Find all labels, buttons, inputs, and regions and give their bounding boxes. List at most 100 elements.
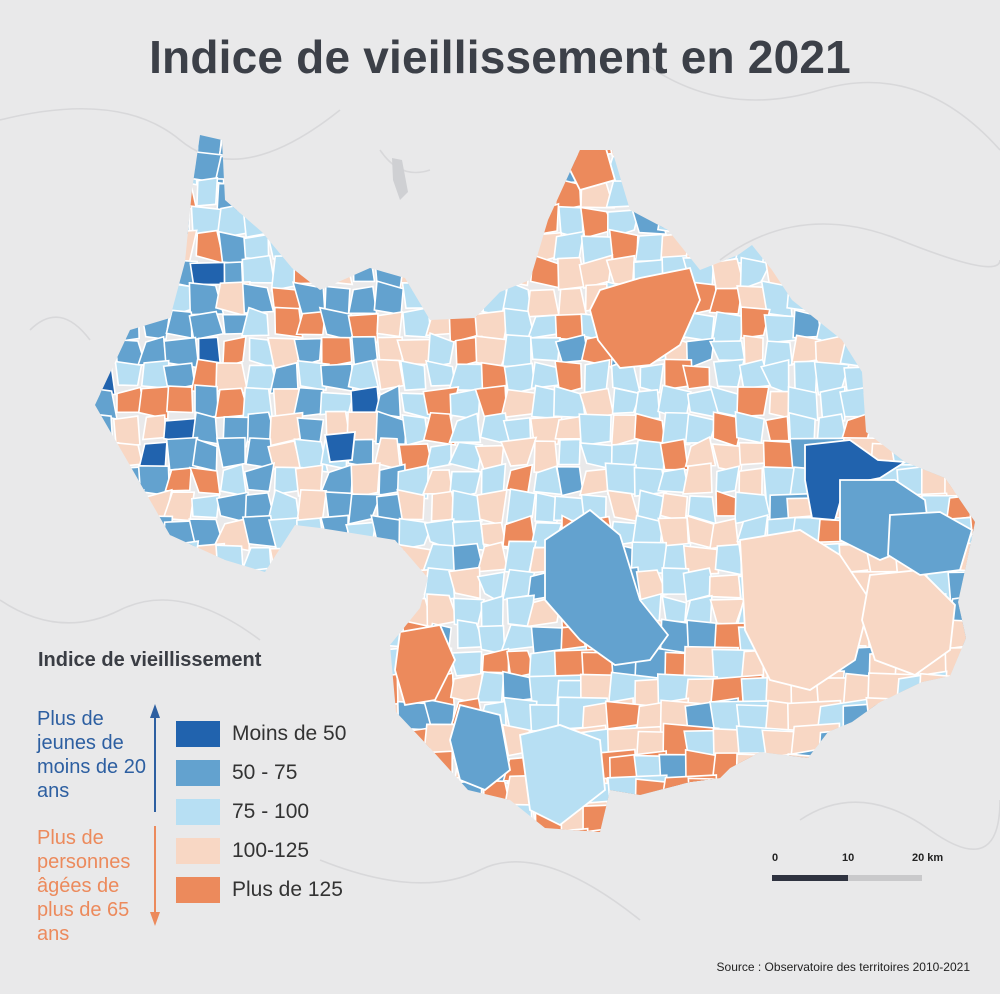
commune — [476, 135, 509, 156]
commune — [344, 206, 379, 233]
commune — [449, 262, 483, 290]
commune — [630, 151, 664, 187]
commune — [945, 233, 973, 265]
commune — [374, 703, 402, 734]
commune — [659, 438, 689, 471]
commune — [973, 312, 975, 340]
commune — [189, 677, 224, 704]
commune — [869, 780, 926, 832]
commune — [632, 439, 666, 472]
commune — [423, 750, 454, 782]
commune — [399, 359, 427, 392]
commune — [891, 181, 921, 214]
commune — [710, 779, 765, 830]
commune — [429, 830, 458, 832]
commune — [218, 135, 243, 159]
scale-label-20: 20 km — [912, 852, 944, 864]
commune — [503, 803, 533, 832]
commune — [944, 441, 975, 493]
relief-background — [0, 59, 1000, 921]
commune — [916, 704, 975, 757]
commune — [815, 135, 848, 161]
commune — [841, 307, 874, 341]
legend-swatch — [176, 720, 220, 747]
commune — [840, 175, 873, 214]
commune — [659, 153, 692, 187]
commune — [499, 436, 538, 467]
commune — [137, 229, 173, 266]
commune — [346, 647, 378, 678]
commune — [95, 284, 117, 316]
commune — [297, 204, 324, 237]
commune — [708, 287, 744, 315]
commune — [400, 151, 430, 186]
commune — [95, 135, 119, 161]
commune — [347, 756, 381, 786]
commune — [271, 671, 304, 704]
commune — [949, 180, 975, 206]
commune — [969, 228, 975, 258]
commune — [865, 696, 925, 759]
commune — [814, 204, 845, 240]
commune — [243, 567, 275, 597]
commune — [871, 185, 900, 212]
commune — [268, 646, 304, 681]
commune — [968, 753, 975, 807]
commune — [95, 466, 114, 494]
commune — [190, 494, 221, 519]
commune — [219, 463, 248, 498]
commune — [711, 800, 768, 832]
commune — [164, 675, 197, 700]
commune — [891, 135, 925, 158]
commune — [375, 567, 403, 601]
commune — [842, 727, 902, 784]
commune — [345, 623, 380, 649]
commune — [294, 176, 326, 213]
commune — [893, 311, 927, 337]
commune — [95, 517, 121, 548]
commune — [293, 596, 329, 630]
commune — [890, 801, 952, 832]
commune — [762, 748, 822, 808]
commune — [969, 389, 975, 420]
commune — [241, 254, 276, 284]
commune — [323, 430, 357, 463]
commune — [899, 150, 928, 186]
commune — [843, 781, 898, 832]
commune — [969, 491, 975, 550]
commune — [584, 834, 640, 888]
commune — [110, 206, 146, 237]
commune — [740, 306, 771, 340]
commune — [921, 775, 975, 832]
commune — [112, 312, 141, 344]
commune — [112, 489, 146, 521]
commune — [530, 202, 560, 237]
commune — [112, 135, 142, 158]
commune — [115, 442, 144, 468]
commune — [657, 830, 715, 832]
commune — [708, 340, 746, 362]
commune — [582, 803, 637, 832]
commune — [95, 546, 122, 578]
commune — [890, 262, 928, 291]
commune — [630, 178, 667, 214]
commune — [347, 312, 379, 344]
commune — [969, 623, 975, 675]
commune — [424, 782, 458, 812]
commune — [917, 202, 952, 232]
commune — [448, 363, 486, 392]
commune — [892, 360, 927, 394]
commune — [476, 207, 511, 235]
commune — [293, 541, 329, 577]
commune — [972, 651, 975, 705]
commune — [426, 332, 455, 369]
commune — [501, 255, 531, 287]
commune — [244, 594, 272, 630]
commune — [735, 202, 768, 240]
commune — [215, 544, 244, 571]
commune — [660, 802, 711, 832]
commune — [578, 413, 612, 447]
commune — [526, 288, 560, 318]
commune — [839, 279, 877, 314]
commune — [477, 181, 510, 212]
